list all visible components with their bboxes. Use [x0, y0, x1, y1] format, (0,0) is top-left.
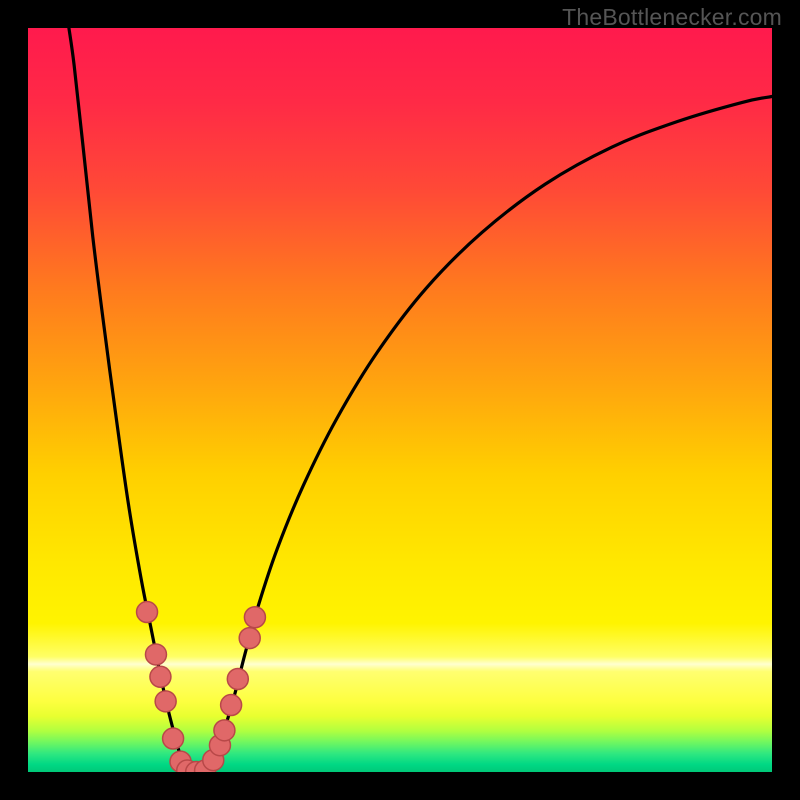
data-marker [163, 728, 184, 749]
data-marker [239, 628, 260, 649]
data-marker [244, 607, 265, 628]
chart-frame [28, 28, 772, 772]
bottleneck-curve-chart [28, 28, 772, 772]
data-marker [137, 602, 158, 623]
chart-root: TheBottlenecker.com [0, 0, 800, 800]
gradient-background [28, 28, 772, 772]
data-marker [227, 669, 248, 690]
watermark-text: TheBottlenecker.com [562, 4, 782, 31]
data-marker [221, 695, 242, 716]
data-marker [155, 691, 176, 712]
data-marker [145, 644, 166, 665]
data-marker [150, 666, 171, 687]
data-marker [214, 720, 235, 741]
